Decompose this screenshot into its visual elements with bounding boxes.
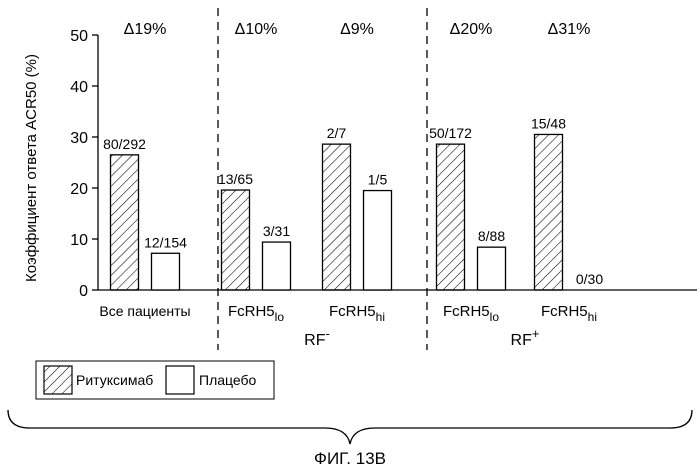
bar-placebo — [152, 253, 180, 290]
legend-swatch-placebo — [166, 366, 194, 394]
bar-rituximab — [437, 144, 465, 290]
bar-value-label: 50/172 — [429, 125, 472, 141]
bar-value-label: 0/30 — [576, 271, 603, 287]
delta-label: Δ20% — [450, 21, 493, 38]
y-tick-label: 0 — [79, 283, 88, 300]
bar-placebo — [263, 242, 291, 290]
axes — [98, 35, 697, 290]
y-tick-label: 40 — [70, 79, 88, 96]
bar-value-label: 12/154 — [144, 234, 187, 250]
category-label: FcRH5lo — [228, 303, 284, 324]
y-tick-label: 20 — [70, 181, 88, 198]
category-label: FcRH5lo — [443, 303, 499, 324]
bar-placebo — [364, 191, 392, 290]
y-ticks: 0 10 20 30 40 50 — [70, 28, 98, 300]
bar-rituximab — [222, 190, 250, 290]
bar-value-label: 13/65 — [218, 171, 253, 187]
legend-label-rituximab: Ритуксимаб — [76, 372, 153, 388]
grouping-brace — [8, 410, 692, 444]
delta-label: Δ31% — [548, 21, 591, 38]
bars — [111, 134, 563, 290]
bar-rituximab — [535, 134, 563, 290]
y-tick-label: 50 — [70, 28, 88, 45]
bar-value-label: 2/7 — [327, 125, 347, 141]
category-label: FcRH5hi — [329, 303, 385, 324]
bar-value-label: 1/5 — [368, 172, 388, 188]
legend: Ритуксимаб Плацебо — [36, 361, 274, 399]
delta-labels: Δ19% Δ10% Δ9% Δ20% Δ31% — [124, 21, 591, 38]
category-label: Все пациенты — [99, 303, 190, 319]
subgroup-label: RF- — [304, 326, 330, 349]
bar-value-label: 8/88 — [478, 228, 505, 244]
subgroup-label: RF+ — [511, 326, 540, 349]
bar-value-label: 3/31 — [263, 223, 290, 239]
y-tick-label: 30 — [70, 130, 88, 147]
category-label: FcRH5hi — [541, 303, 597, 324]
bar-placebo — [478, 247, 506, 290]
delta-label: Δ19% — [124, 21, 167, 38]
bar-rituximab — [111, 155, 139, 290]
delta-label: Δ10% — [235, 21, 278, 38]
delta-label: Δ9% — [340, 21, 374, 38]
figure-caption: ФИГ. 13В — [314, 449, 386, 468]
y-axis-label: Коэффициент ответа ACR50 (%) — [23, 54, 40, 282]
bar-value-label: 15/48 — [531, 115, 566, 131]
bar-rituximab — [323, 144, 351, 290]
bar-value-label: 80/292 — [103, 136, 146, 152]
legend-label-placebo: Плацебо — [199, 372, 257, 388]
y-tick-label: 10 — [70, 232, 88, 249]
legend-swatch-rituximab — [44, 366, 72, 394]
subgroup-labels: RF- RF+ — [304, 326, 539, 349]
category-labels: Все пациенты FcRH5lo FcRH5hi FcRH5lo FcRH5hi — [99, 303, 597, 324]
